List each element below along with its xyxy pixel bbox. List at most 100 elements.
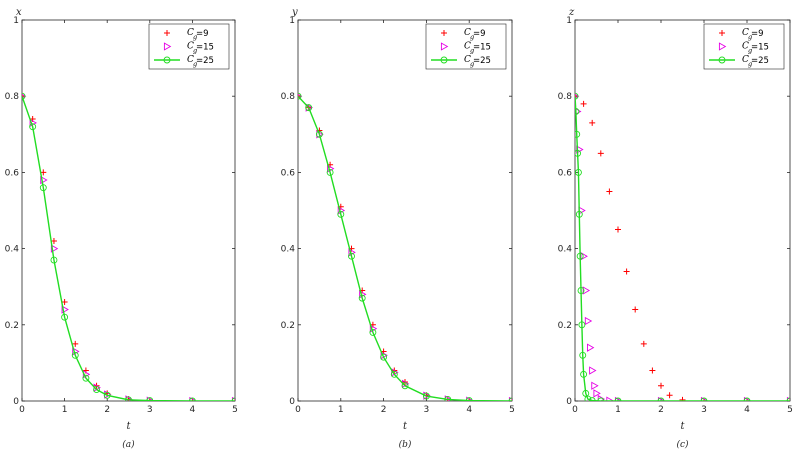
series-1: [298, 93, 512, 401]
y-tick-label: 0.4: [5, 245, 20, 255]
data-point: [584, 395, 592, 401]
x-axis-label: t: [403, 421, 408, 432]
plot-frame: [574, 19, 791, 402]
data-point: [422, 392, 430, 400]
panel-caption: (a): [122, 439, 135, 450]
data-point: [587, 343, 595, 352]
series-1: [575, 93, 790, 401]
data-point: [315, 130, 323, 138]
series-line: [575, 96, 790, 401]
legend-marker: [163, 42, 172, 51]
legend-symbol: C: [464, 42, 471, 52]
y-tick-label: 1: [289, 16, 295, 26]
data-point: [593, 389, 601, 398]
data-point: [305, 104, 313, 112]
legend-subscript: g: [470, 47, 474, 55]
legend-marker: [163, 56, 171, 64]
legend-box: [703, 23, 785, 70]
data-point: [589, 119, 596, 126]
data-layer: [575, 92, 790, 401]
data-point: [380, 353, 388, 361]
x-tick-label: 3: [424, 405, 430, 415]
data-point: [575, 92, 579, 100]
data-point: [640, 340, 647, 347]
legend-subscript: g: [748, 60, 752, 68]
data-point: [657, 396, 666, 401]
y-tick-label: 0.8: [558, 92, 573, 102]
legend-marker: [441, 30, 447, 36]
x-tick-label: 2: [658, 405, 664, 415]
data-point: [743, 396, 752, 401]
x-tick-label: 2: [381, 405, 387, 415]
legend-label: =25: [751, 56, 769, 66]
legend-subscript: g: [748, 33, 752, 41]
data-point: [71, 351, 79, 359]
legend-symbol: C: [464, 55, 471, 65]
legend-marker: [164, 30, 170, 36]
x-tick-label: 2: [104, 405, 110, 415]
data-point: [597, 397, 605, 401]
legend-subscript: g: [470, 33, 474, 41]
y-tick-label: 1: [566, 16, 572, 26]
data-point: [580, 370, 588, 378]
x-tick-label: 3: [147, 405, 153, 415]
data-point: [582, 286, 591, 295]
legend-subscript: g: [748, 47, 752, 55]
plot-frame: [297, 19, 513, 402]
y-tick-label: 0.8: [5, 92, 20, 102]
data-point: [666, 392, 673, 399]
legend-marker: [440, 42, 449, 51]
data-point: [577, 287, 585, 294]
data-point: [575, 130, 581, 138]
data-point: [298, 92, 302, 100]
data-point: [632, 306, 639, 313]
legend-label: =25: [196, 56, 214, 66]
y-tick-label: 1: [13, 16, 19, 26]
data-point: [337, 206, 346, 215]
series-3: [575, 92, 790, 401]
legend-marker: [719, 30, 725, 36]
data-point: [358, 294, 366, 302]
data-point: [658, 382, 664, 389]
data-point: [61, 305, 69, 314]
data-point: [298, 93, 301, 100]
x-axis-label: t: [680, 421, 685, 432]
legend-label: =15: [751, 43, 769, 53]
y-tick-label: 0.2: [5, 321, 19, 331]
data-point: [575, 107, 582, 116]
data-layer: [298, 92, 512, 401]
data-point: [348, 248, 356, 257]
y-tick-label: 0.2: [281, 321, 295, 331]
legend-marker: [718, 42, 727, 51]
data-point: [29, 118, 37, 128]
data-point: [326, 168, 334, 176]
data-point: [39, 184, 47, 192]
series-2: [575, 93, 790, 401]
x-tick-label: 5: [787, 405, 793, 415]
legend-symbol: C: [742, 28, 749, 38]
x-axis-label: t: [126, 421, 131, 432]
series-2: [298, 93, 512, 401]
data-layer: [22, 92, 235, 401]
y-tick-label: 0.4: [281, 245, 296, 255]
data-point: [369, 324, 378, 333]
data-point: [337, 210, 345, 218]
legend-subscript: g: [193, 33, 197, 41]
data-point: [348, 252, 355, 260]
legend-symbol: C: [464, 28, 471, 38]
data-point: [575, 107, 580, 115]
legend-subscript: g: [470, 60, 474, 68]
data-point: [615, 226, 621, 233]
legend-box: [148, 23, 230, 70]
data-point: [597, 150, 604, 157]
x-tick-label: 4: [190, 405, 196, 415]
data-point: [575, 210, 583, 218]
